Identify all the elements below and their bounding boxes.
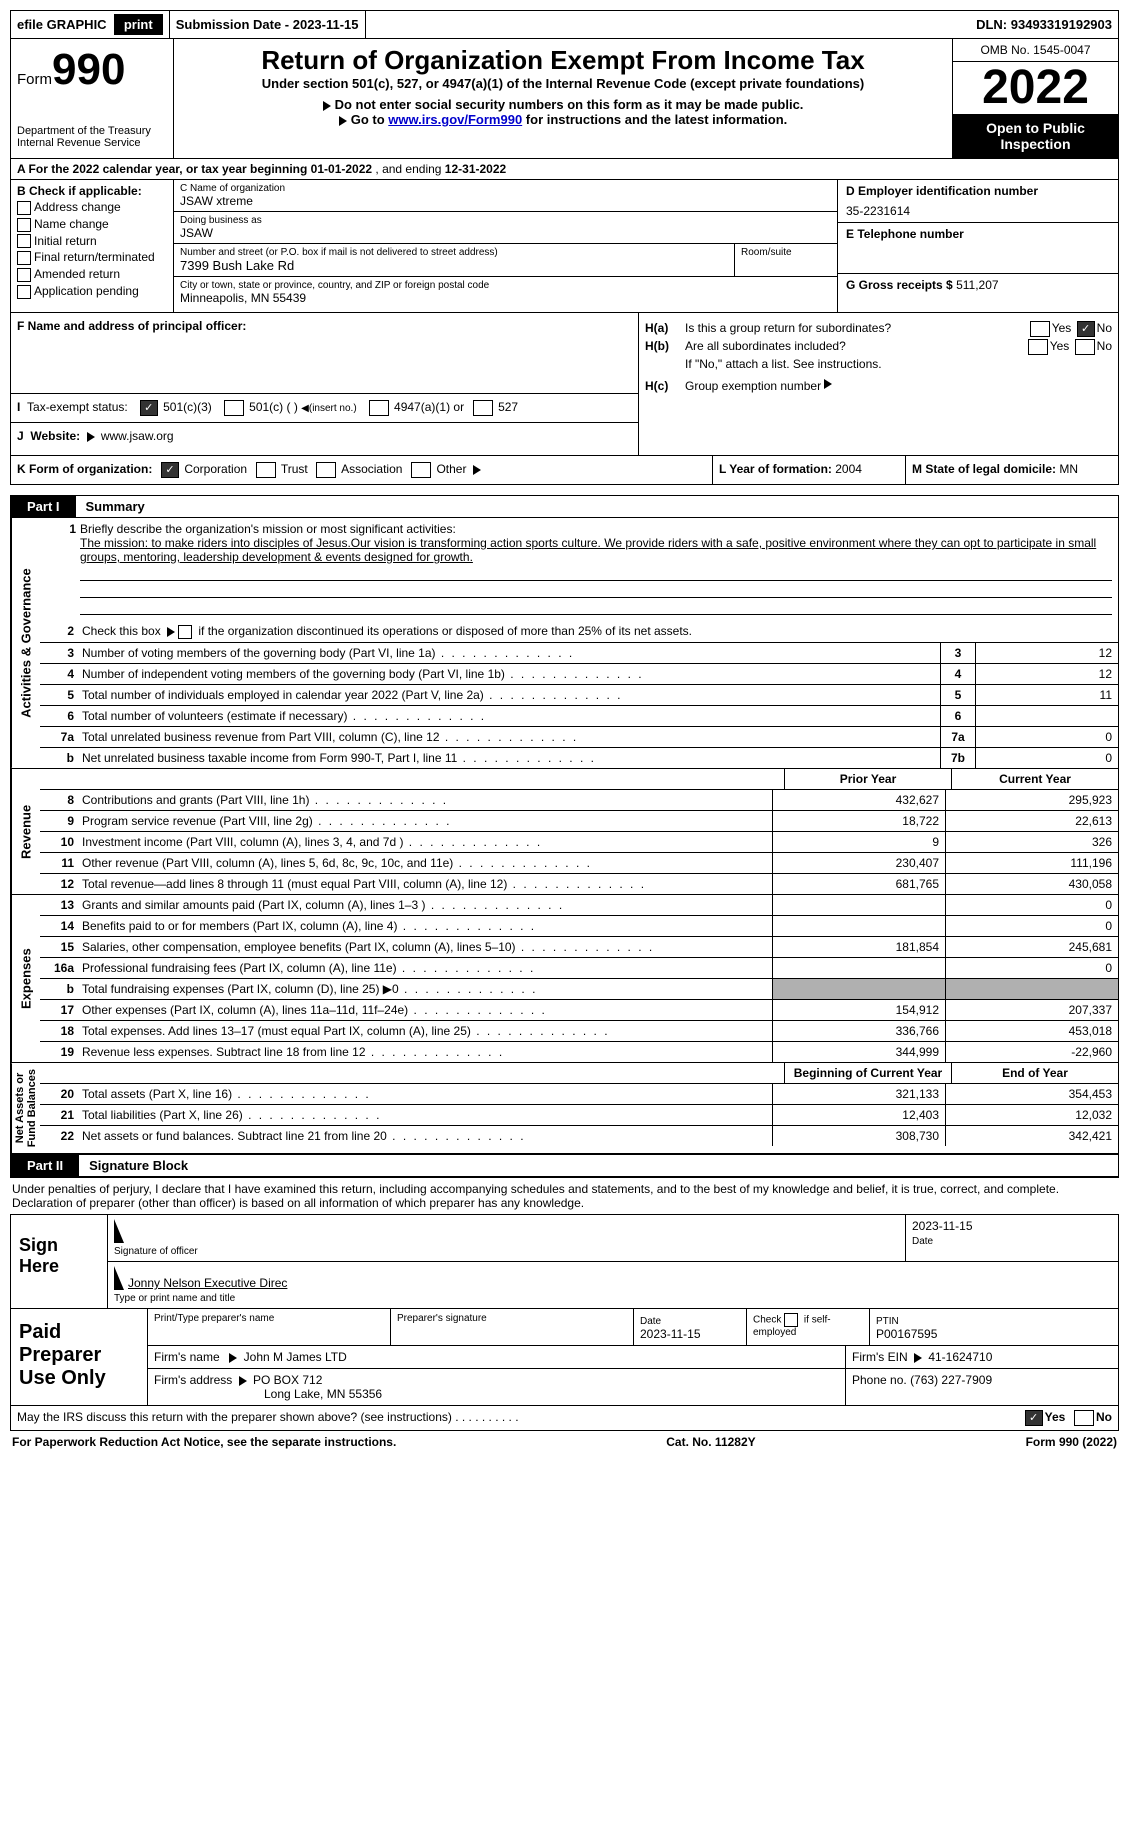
header-left: Form990 Department of the Treasury Inter… bbox=[11, 39, 174, 158]
summary-row: 18 Total expenses. Add lines 13–17 (must… bbox=[40, 1021, 1118, 1042]
form-title: Return of Organization Exempt From Incom… bbox=[180, 45, 946, 76]
summary-row: 9 Program service revenue (Part VIII, li… bbox=[40, 811, 1118, 832]
summary-row: 8 Contributions and grants (Part VIII, l… bbox=[40, 790, 1118, 811]
checkbox-527[interactable] bbox=[473, 400, 493, 416]
f-h-row: F Name and address of principal officer:… bbox=[10, 313, 1119, 456]
summary-row: b Net unrelated business taxable income … bbox=[40, 748, 1118, 768]
summary-row: b Total fundraising expenses (Part IX, c… bbox=[40, 979, 1118, 1000]
summary-row: 19 Revenue less expenses. Subtract line … bbox=[40, 1042, 1118, 1062]
summary-row: 21 Total liabilities (Part X, line 26) 1… bbox=[40, 1105, 1118, 1126]
summary-row: 4 Number of independent voting members o… bbox=[40, 664, 1118, 685]
revenue-section: Revenue Prior Year Current Year 8 Contri… bbox=[10, 769, 1119, 895]
h-col: H(a) Is this a group return for subordin… bbox=[639, 313, 1118, 455]
balances-section: Net Assets orFund Balances Beginning of … bbox=[10, 1063, 1119, 1154]
top-bar: efile GRAPHIC print Submission Date - 20… bbox=[10, 10, 1119, 39]
summary-row: 6 Total number of volunteers (estimate i… bbox=[40, 706, 1118, 727]
main-info: B Check if applicable: Address change Na… bbox=[10, 180, 1119, 313]
summary-row: 15 Salaries, other compensation, employe… bbox=[40, 937, 1118, 958]
sig-intro: Under penalties of perjury, I declare th… bbox=[10, 1177, 1119, 1214]
f-col: F Name and address of principal officer:… bbox=[11, 313, 639, 455]
summary-row: 3 Number of voting members of the govern… bbox=[40, 643, 1118, 664]
part2-header: Part II Signature Block bbox=[10, 1154, 1119, 1177]
part1-header: Part I Summary bbox=[10, 495, 1119, 518]
sign-here: Sign Here Signature of officer 2023-11-1… bbox=[10, 1214, 1119, 1309]
expenses-section: Expenses 13 Grants and similar amounts p… bbox=[10, 895, 1119, 1063]
discuss-row: May the IRS discuss this return with the… bbox=[10, 1406, 1119, 1431]
summary-row: 7a Total unrelated business revenue from… bbox=[40, 727, 1118, 748]
dln: DLN: 93493319192903 bbox=[970, 11, 1118, 38]
row-k: K Form of organization: ✓ Corporation Tr… bbox=[10, 456, 1119, 485]
line-a: A For the 2022 calendar year, or tax yea… bbox=[10, 159, 1119, 180]
print-button[interactable]: print bbox=[114, 14, 163, 35]
checkbox-501c[interactable] bbox=[224, 400, 244, 416]
header-right: OMB No. 1545-0047 2022 Open to Public In… bbox=[953, 39, 1118, 158]
summary-row: 16a Professional fundraising fees (Part … bbox=[40, 958, 1118, 979]
summary-row: 5 Total number of individuals employed i… bbox=[40, 685, 1118, 706]
summary-row: 22 Net assets or fund balances. Subtract… bbox=[40, 1126, 1118, 1146]
summary-row: 17 Other expenses (Part IX, column (A), … bbox=[40, 1000, 1118, 1021]
summary-row: 12 Total revenue—add lines 8 through 11 … bbox=[40, 874, 1118, 894]
col-b: B Check if applicable: Address change Na… bbox=[11, 180, 174, 312]
irs-link[interactable]: www.irs.gov/Form990 bbox=[388, 112, 522, 127]
header-center: Return of Organization Exempt From Incom… bbox=[174, 39, 953, 158]
summary-row: 13 Grants and similar amounts paid (Part… bbox=[40, 895, 1118, 916]
summary-row: 10 Investment income (Part VIII, column … bbox=[40, 832, 1118, 853]
checkbox-4947[interactable] bbox=[369, 400, 389, 416]
activities-governance: Activities & Governance 1 Briefly descri… bbox=[10, 518, 1119, 769]
paid-preparer: Paid Preparer Use Only Print/Type prepar… bbox=[10, 1309, 1119, 1406]
submission-date: Submission Date - 2023-11-15 bbox=[170, 11, 366, 38]
summary-row: 14 Benefits paid to or for members (Part… bbox=[40, 916, 1118, 937]
form-header: Form990 Department of the Treasury Inter… bbox=[10, 39, 1119, 159]
col-d: D Employer identification number 35-2231… bbox=[838, 180, 1118, 312]
footer: For Paperwork Reduction Act Notice, see … bbox=[10, 1431, 1119, 1453]
summary-row: 11 Other revenue (Part VIII, column (A),… bbox=[40, 853, 1118, 874]
efile-label: efile GRAPHIC print bbox=[11, 11, 170, 38]
summary-row: 20 Total assets (Part X, line 16) 321,13… bbox=[40, 1084, 1118, 1105]
col-c: C Name of organization JSAW xtreme Doing… bbox=[174, 180, 838, 312]
checkbox-501c3[interactable]: ✓ bbox=[140, 400, 158, 416]
